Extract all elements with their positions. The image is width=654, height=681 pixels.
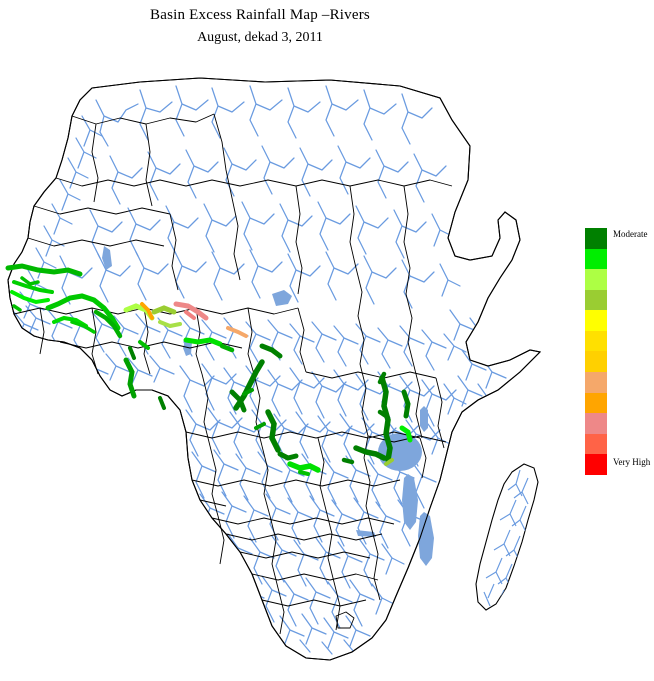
highlight-congo-branch [254,422,266,430]
highlight-sahel-salmon-1 [173,301,209,321]
country-borders [13,113,453,635]
legend-band-11 [585,433,607,455]
africa-map-svg [5,77,542,661]
lake-tanganyika [402,474,418,530]
legend-band-8 [585,372,607,393]
highlight-benue-river [259,343,283,359]
highlight-kyoga-outflow [384,458,394,466]
legend-band-4 [585,289,607,311]
legend-band-1 [585,228,607,249]
excess-rainfall-highlights [5,263,413,476]
legend-band-7 [585,351,607,373]
map-coastline [7,77,542,661]
lake-inland-nw [102,246,112,270]
highlight-ghana-coast [158,396,166,410]
highlight-sahel-tan-1 [226,326,248,338]
map-lakes [102,246,434,566]
highlight-volta-upper [158,320,182,329]
highlight-middle-niger [219,343,235,353]
highlight-congo-east-trib [298,470,310,476]
legend-band-3 [585,269,607,290]
highlight-congo-east [287,461,321,473]
highlight-sahel-orange-1 [140,302,154,320]
page-title: Basin Excess Rainfall Map –Rivers [150,7,370,23]
highlight-sahel-salmon-2 [184,310,196,320]
highlight-uganda-basin [399,425,413,443]
highlight-niger-tributary-w [52,315,88,328]
legend-band-6 [585,330,607,352]
legend-band-9 [585,392,607,414]
highlight-sobat-river [401,389,411,419]
highlight-bahr-el-ghazal [353,445,387,461]
legend: Moderate Very High [585,228,654,478]
highlight-coastal-stub [12,304,22,312]
highlight-niger-bend-east [151,305,177,315]
highlight-senegal-tributary [20,276,40,286]
highlight-ubangi-river [265,409,281,453]
highlight-cameroon-river [229,389,247,413]
figure-title-block: Basin Excess Rainfall Map –Rivers August… [0,6,520,47]
highlight-senegal-lower [12,280,54,294]
highlight-niger-branch [70,320,96,334]
legend-label-very-high: Very High [613,457,651,467]
highlight-bahr-west [341,457,355,465]
legend-band-2 [585,248,607,270]
legend-label-moderate: Moderate [613,229,648,239]
legend-band-5 [585,310,607,331]
highlight-congo-tributary [277,451,299,461]
lake-turkana [420,406,428,432]
highlight-white-nile [379,375,393,463]
highlight-nw-stub [138,340,150,350]
lake-malawi [418,512,434,566]
legend-band-10 [585,413,607,434]
highlight-bani-river [93,309,123,339]
highlight-gambia-river [10,290,50,305]
highlight-ethiopia-border [377,409,389,419]
africa-map [0,60,580,680]
highlight-upper-niger [45,293,121,331]
highlight-niger-delta-trib [242,388,254,396]
legend-band-12 [585,454,607,475]
legend-color-bar [585,228,607,475]
highlight-white-nile-upper [377,371,387,385]
highlight-volta-basin [123,357,137,399]
highlight-volta-north [128,346,136,360]
lake-kariba [356,530,376,537]
lake-chad [272,290,292,306]
page-subtitle: August, dekad 3, 2011 [197,30,323,45]
highlight-sokoto-river [183,337,223,347]
highlight-senegal-river [5,263,83,277]
